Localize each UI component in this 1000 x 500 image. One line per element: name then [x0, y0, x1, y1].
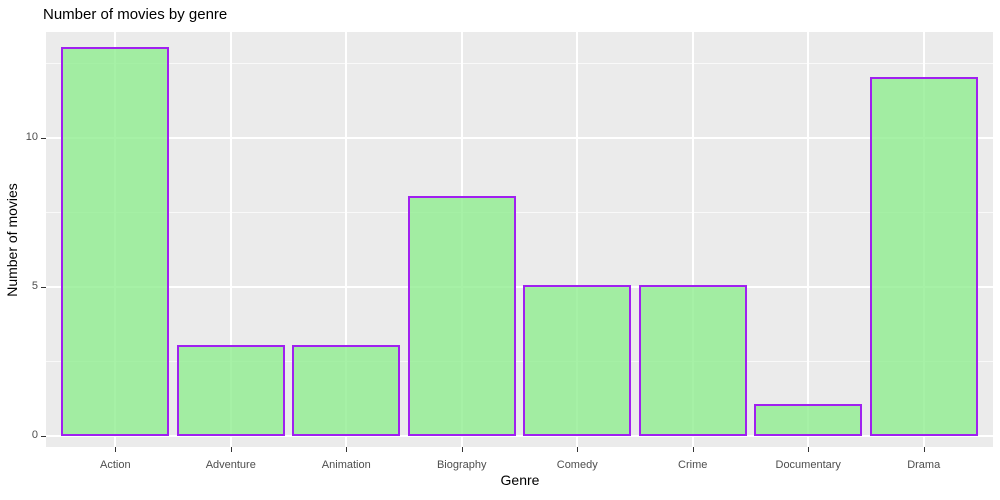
- x-tick-mark: [115, 447, 117, 452]
- plot-panel: [46, 32, 993, 447]
- bar: [638, 285, 747, 436]
- x-tick-label: Adventure: [205, 459, 256, 471]
- y-tick-mark: [41, 436, 46, 437]
- x-tick-mark: [230, 447, 232, 452]
- chart-title: Number of movies by genre: [43, 6, 228, 23]
- x-tick-label: Biography: [436, 459, 487, 471]
- gridline-major-horizontal: [46, 137, 993, 140]
- gridline-major-horizontal: [46, 435, 993, 437]
- gridline-major-vertical: [229, 32, 232, 447]
- bar: [407, 195, 516, 436]
- gridline-major-vertical: [807, 32, 810, 447]
- gridline-minor-horizontal: [46, 361, 993, 363]
- x-tick-label: Comedy: [556, 459, 598, 471]
- x-tick-mark: [808, 447, 810, 452]
- x-axis-title: Genre: [500, 472, 540, 488]
- x-tick-mark: [923, 447, 925, 452]
- x-tick-mark: [346, 447, 348, 452]
- y-tick-mark: [41, 287, 46, 289]
- x-tick-label: Documentary: [775, 459, 841, 471]
- x-tick-label: Action: [99, 459, 131, 471]
- gridline-minor-horizontal: [46, 63, 993, 65]
- gridline-major-horizontal: [46, 286, 993, 289]
- bar: [869, 76, 978, 436]
- gridline-major-vertical: [345, 32, 348, 447]
- x-tick-mark: [461, 447, 463, 452]
- x-tick-label: Animation: [321, 459, 371, 471]
- bar: [754, 404, 863, 436]
- bar: [292, 344, 401, 436]
- gridline-minor-horizontal: [46, 212, 993, 214]
- y-tick-mark: [41, 138, 46, 140]
- y-tick-label: 5: [31, 280, 38, 293]
- bar: [176, 344, 285, 436]
- y-axis-title: Number of movies: [4, 183, 20, 297]
- gridline-major-vertical: [691, 32, 694, 447]
- y-tick-label: 0: [31, 429, 38, 441]
- x-tick-label: Crime: [678, 459, 708, 471]
- x-tick-mark: [577, 447, 579, 452]
- bar: [61, 47, 170, 436]
- y-tick-label: 10: [25, 131, 38, 144]
- x-tick-label: Drama: [907, 459, 941, 471]
- gridline-major-vertical: [576, 32, 579, 447]
- x-tick-mark: [692, 447, 694, 452]
- bar: [523, 285, 632, 436]
